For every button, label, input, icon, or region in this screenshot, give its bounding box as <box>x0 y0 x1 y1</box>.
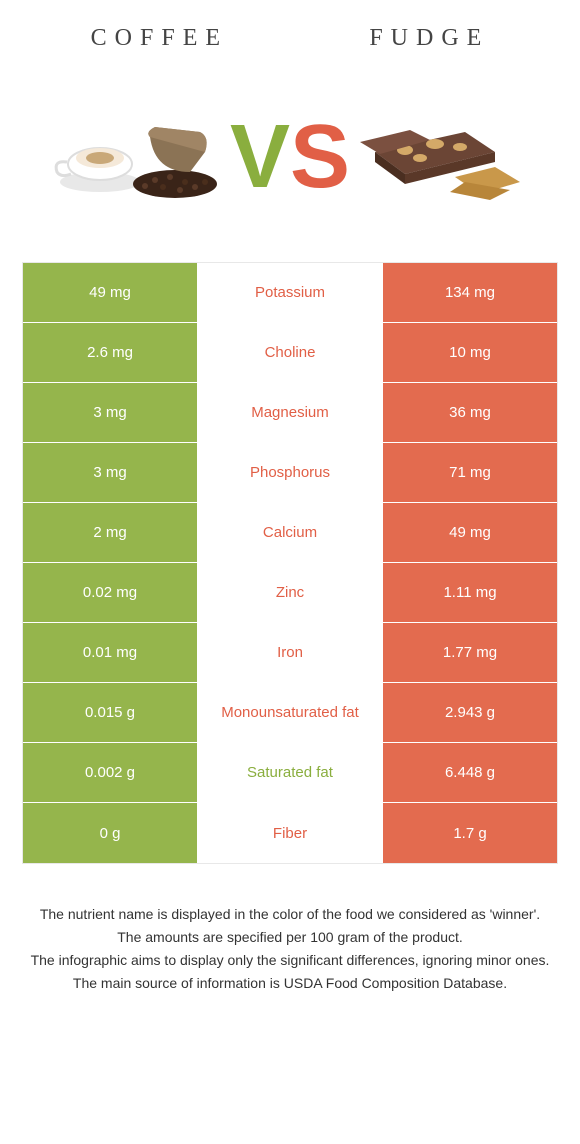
cell-left-value: 49 mg <box>23 263 197 322</box>
footer-line: The main source of information is USDA F… <box>28 973 552 994</box>
table-row: 2.6 mgCholine10 mg <box>23 323 557 383</box>
hero: VS <box>0 62 580 262</box>
cell-nutrient-name: Potassium <box>197 263 383 322</box>
cell-right-value: 134 mg <box>383 263 557 322</box>
table-row: 3 mgPhosphorus71 mg <box>23 443 557 503</box>
cell-left-value: 0.015 g <box>23 683 197 742</box>
table-row: 0 gFiber1.7 g <box>23 803 557 863</box>
table-row: 3 mgMagnesium36 mg <box>23 383 557 443</box>
cell-left-value: 0.01 mg <box>23 623 197 682</box>
vs-s: S <box>290 112 350 202</box>
table-row: 2 mgCalcium49 mg <box>23 503 557 563</box>
cell-right-value: 10 mg <box>383 323 557 382</box>
title-left: Coffee <box>91 25 228 52</box>
cell-left-value: 0 g <box>23 803 197 863</box>
cell-right-value: 49 mg <box>383 503 557 562</box>
cell-right-value: 36 mg <box>383 383 557 442</box>
comparison-table: 49 mgPotassium134 mg2.6 mgCholine10 mg3 … <box>22 262 558 864</box>
table-row: 49 mgPotassium134 mg <box>23 263 557 323</box>
cell-left-value: 2.6 mg <box>23 323 197 382</box>
footer-line: The amounts are specified per 100 gram o… <box>28 927 552 948</box>
cell-right-value: 1.7 g <box>383 803 557 863</box>
cell-nutrient-name: Iron <box>197 623 383 682</box>
cell-right-value: 1.11 mg <box>383 563 557 622</box>
cell-left-value: 0.002 g <box>23 743 197 802</box>
table-row: 0.015 gMonounsaturated fat2.943 g <box>23 683 557 743</box>
table-row: 0.01 mgIron1.77 mg <box>23 623 557 683</box>
footer-line: The nutrient name is displayed in the co… <box>28 904 552 925</box>
fudge-image <box>355 102 535 212</box>
cell-nutrient-name: Magnesium <box>197 383 383 442</box>
cell-nutrient-name: Calcium <box>197 503 383 562</box>
cell-nutrient-name: Monounsaturated fat <box>197 683 383 742</box>
cell-left-value: 0.02 mg <box>23 563 197 622</box>
cell-left-value: 2 mg <box>23 503 197 562</box>
cell-right-value: 1.77 mg <box>383 623 557 682</box>
cell-left-value: 3 mg <box>23 383 197 442</box>
vs-v: V <box>230 112 290 202</box>
table-row: 0.002 gSaturated fat6.448 g <box>23 743 557 803</box>
cell-left-value: 3 mg <box>23 443 197 502</box>
vs-label: VS <box>230 112 350 202</box>
header: Coffee Fudge <box>0 0 580 62</box>
table-row: 0.02 mgZinc1.11 mg <box>23 563 557 623</box>
title-right: Fudge <box>369 25 489 52</box>
cell-nutrient-name: Saturated fat <box>197 743 383 802</box>
coffee-image <box>45 102 225 212</box>
cell-right-value: 71 mg <box>383 443 557 502</box>
cell-nutrient-name: Zinc <box>197 563 383 622</box>
cell-nutrient-name: Fiber <box>197 803 383 863</box>
footer-notes: The nutrient name is displayed in the co… <box>28 904 552 994</box>
footer-line: The infographic aims to display only the… <box>28 950 552 971</box>
cell-right-value: 2.943 g <box>383 683 557 742</box>
cell-nutrient-name: Phosphorus <box>197 443 383 502</box>
cell-nutrient-name: Choline <box>197 323 383 382</box>
cell-right-value: 6.448 g <box>383 743 557 802</box>
